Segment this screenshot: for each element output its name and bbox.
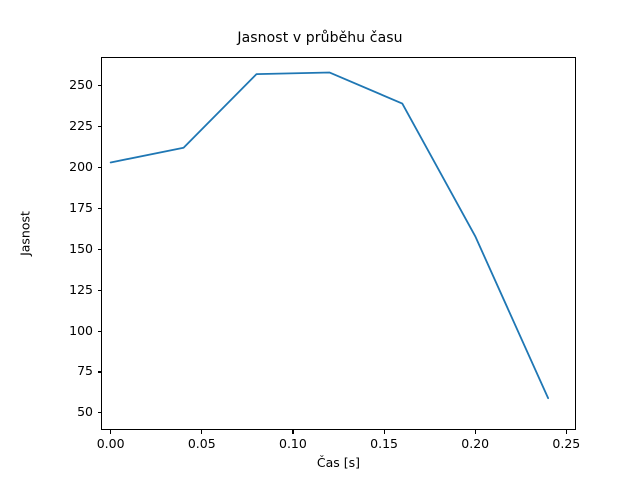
- data-series-line: [109, 71, 550, 400]
- x-tick-label: 0.20: [461, 436, 490, 451]
- y-tick-label: 200: [48, 158, 93, 174]
- y-axis-label: Jasnost: [17, 211, 33, 256]
- y-tick-mark: [97, 330, 102, 332]
- y-tick-label: 150: [48, 240, 93, 256]
- y-tick-mark: [97, 371, 102, 373]
- x-tick-label: 0.05: [187, 436, 216, 451]
- y-tick-label: 75: [48, 365, 93, 378]
- x-tick-mark: [474, 430, 476, 434]
- y-tick-label-text: 150: [69, 240, 93, 256]
- y-tick-label-text: 125: [69, 281, 93, 297]
- y-tick-label: 125: [48, 281, 93, 297]
- line-plot-area: [109, 71, 550, 400]
- y-tick-label: 175: [48, 199, 93, 215]
- x-tick-label: 0.00: [96, 436, 125, 451]
- y-tick-label: 225: [48, 117, 93, 133]
- y-tick-label: 250: [48, 79, 93, 92]
- y-tick-mark: [97, 412, 102, 414]
- y-tick-label-text: 75: [77, 363, 93, 379]
- x-axis-label: Čas [s]: [316, 455, 361, 470]
- y-tick-label-text: 200: [69, 158, 93, 174]
- x-tick-label: 0.25: [552, 436, 581, 451]
- x-tick-label: 0.15: [370, 436, 398, 451]
- y-tick-label-text: 50: [77, 404, 93, 420]
- plot-axes-frame: [101, 57, 576, 430]
- x-tick-mark: [110, 430, 112, 434]
- y-tick-label-text: 250: [69, 77, 93, 93]
- x-tick-mark: [383, 430, 385, 434]
- y-tick-label: 100: [48, 322, 93, 338]
- page-title: Jasnost v průběhu času: [237, 30, 403, 46]
- y-tick-mark: [97, 207, 102, 209]
- x-tick-label: 0.10: [279, 436, 307, 451]
- x-tick-mark: [292, 430, 294, 434]
- y-tick-label: 50: [48, 406, 93, 419]
- y-tick-label-text: 225: [69, 117, 93, 133]
- y-tick-label-text: 100: [69, 322, 93, 338]
- y-tick-mark: [97, 289, 102, 291]
- y-tick-mark: [97, 85, 102, 87]
- x-tick-mark: [201, 430, 203, 434]
- y-tick-mark: [97, 125, 102, 128]
- y-tick-label-text: 175: [69, 199, 93, 215]
- y-tick-mark: [97, 166, 102, 168]
- x-tick-mark: [565, 430, 567, 434]
- y-tick-mark: [97, 248, 102, 250]
